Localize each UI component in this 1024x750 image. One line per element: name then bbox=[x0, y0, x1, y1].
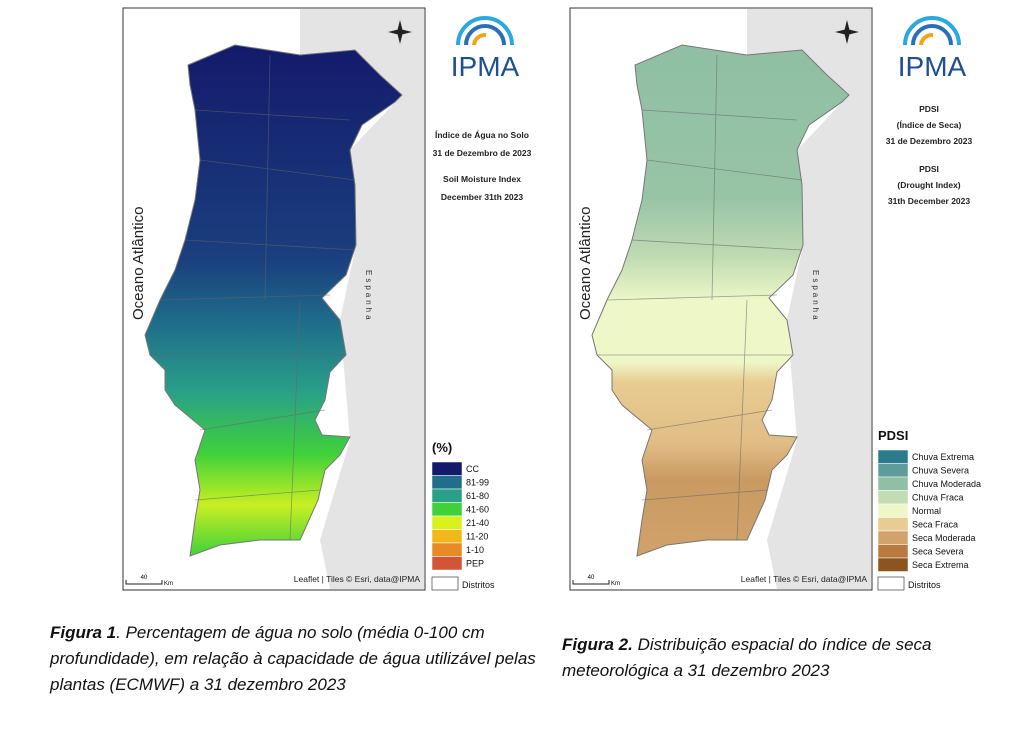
legend-swatch bbox=[877, 557, 909, 572]
country-label: Espanha bbox=[364, 270, 373, 323]
compass bbox=[388, 20, 412, 44]
ocean-label: Oceano Atlântico bbox=[130, 207, 147, 320]
scale-value: 40 bbox=[141, 575, 148, 581]
legend-label: Normal bbox=[912, 506, 941, 516]
spain-area bbox=[300, 9, 424, 589]
caption-label: Figura 2. bbox=[562, 635, 633, 654]
legend-label: 11-20 bbox=[466, 532, 488, 542]
legend-swatch bbox=[877, 517, 909, 532]
logo-text: IPMA bbox=[898, 51, 967, 82]
scale-bar bbox=[572, 580, 610, 585]
legend-label: Distritos bbox=[908, 580, 941, 590]
scale-bar bbox=[125, 580, 163, 585]
legend-label: PEP bbox=[466, 559, 484, 569]
spain-area bbox=[747, 9, 871, 589]
logo-arc bbox=[472, 32, 487, 46]
legend-swatch bbox=[877, 476, 909, 491]
legend-label: 41-60 bbox=[466, 505, 489, 515]
map-title: December 31th 2023 bbox=[441, 192, 523, 202]
figures: IPMA Índice de Água no Solo 31 de Dezembro… bbox=[122, 7, 981, 591]
logo-arc bbox=[903, 16, 961, 46]
legend-label: 21-40 bbox=[466, 518, 489, 528]
map-title: Índice de Água no Solo bbox=[435, 130, 529, 140]
map-title: PDSI bbox=[919, 104, 939, 114]
caption-label: Figura 1 bbox=[50, 623, 117, 642]
legend-label: Chuva Fraca bbox=[912, 493, 964, 503]
logo-arc bbox=[919, 32, 934, 46]
legend-title: (%) bbox=[432, 440, 452, 455]
map-title: 31 de Dezembro de 2023 bbox=[433, 148, 532, 158]
legend-swatch bbox=[877, 490, 909, 505]
legend-swatch bbox=[877, 463, 909, 478]
scale-value: 40 bbox=[588, 575, 595, 581]
map-title: 31 de Dezembro 2023 bbox=[886, 136, 973, 146]
compass bbox=[835, 20, 859, 44]
map-panel: IPMA PDSI (Índice de Seca) 31 de Dezembro 2… bbox=[569, 7, 981, 591]
caption: Figura 1. Percentagem de água no solo (m… bbox=[50, 620, 540, 698]
legend-label: Distritos bbox=[462, 580, 495, 590]
ocean-label: Oceano Atlântico bbox=[577, 207, 594, 320]
legend-label: 1-10 bbox=[466, 545, 484, 555]
legend-label: CC bbox=[466, 464, 479, 474]
map-title: (Drought Index) bbox=[897, 180, 960, 190]
legend-label: Seca Extrema bbox=[912, 560, 969, 570]
legend-swatch bbox=[431, 576, 459, 591]
legend-swatch bbox=[431, 488, 463, 503]
legend-swatch bbox=[877, 544, 909, 559]
map-title: PDSI bbox=[919, 164, 939, 174]
caption: Figura 2. Distribuição espacial do índic… bbox=[562, 632, 982, 684]
scale-unit: Km bbox=[164, 581, 173, 587]
legend-swatch bbox=[431, 502, 463, 517]
legend-label: Seca Severa bbox=[912, 547, 964, 557]
legend-swatch bbox=[431, 529, 463, 544]
legend-swatch bbox=[877, 530, 909, 545]
legend-title: PDSI bbox=[878, 428, 908, 443]
caption-text: . Percentagem de água no solo (média 0-1… bbox=[50, 623, 536, 694]
legend-swatch bbox=[431, 515, 463, 530]
logo-arc bbox=[911, 24, 953, 46]
legend-label: 61-80 bbox=[466, 491, 489, 501]
map-title: 31th December 2023 bbox=[888, 196, 970, 206]
map-title: Soil Moisture Index bbox=[443, 174, 521, 184]
legend-swatch bbox=[877, 576, 905, 591]
legend-label: 81-99 bbox=[466, 478, 489, 488]
map-panel: IPMA Índice de Água no Solo 31 de Dezembro… bbox=[122, 7, 532, 591]
legend-swatch bbox=[431, 542, 463, 557]
legend-label: Chuva Extrema bbox=[912, 452, 974, 462]
legend-label: Seca Fraca bbox=[912, 520, 958, 530]
attribution: Leaflet | Tiles © Esri, data@IPMA bbox=[741, 574, 868, 584]
district-borders bbox=[597, 54, 803, 541]
legend-swatch bbox=[877, 449, 909, 464]
country-label: Espanha bbox=[811, 270, 820, 323]
caption-text: Distribuição espacial do índice de seca … bbox=[562, 635, 932, 680]
scale-unit: Km bbox=[611, 581, 620, 587]
logo-text: IPMA bbox=[451, 51, 520, 82]
map-title: (Índice de Seca) bbox=[897, 120, 962, 130]
legend-swatch bbox=[431, 461, 463, 476]
legend-swatch bbox=[877, 503, 909, 518]
logo-arc bbox=[456, 16, 514, 46]
logo-arc bbox=[464, 24, 506, 46]
district-borders bbox=[150, 54, 356, 541]
attribution: Leaflet | Tiles © Esri, data@IPMA bbox=[294, 574, 421, 584]
legend-label: Chuva Severa bbox=[912, 466, 969, 476]
legend-swatch bbox=[431, 475, 463, 490]
legend-swatch bbox=[431, 556, 463, 571]
legend-label: Seca Moderada bbox=[912, 533, 976, 543]
legend-label: Chuva Moderada bbox=[912, 479, 981, 489]
